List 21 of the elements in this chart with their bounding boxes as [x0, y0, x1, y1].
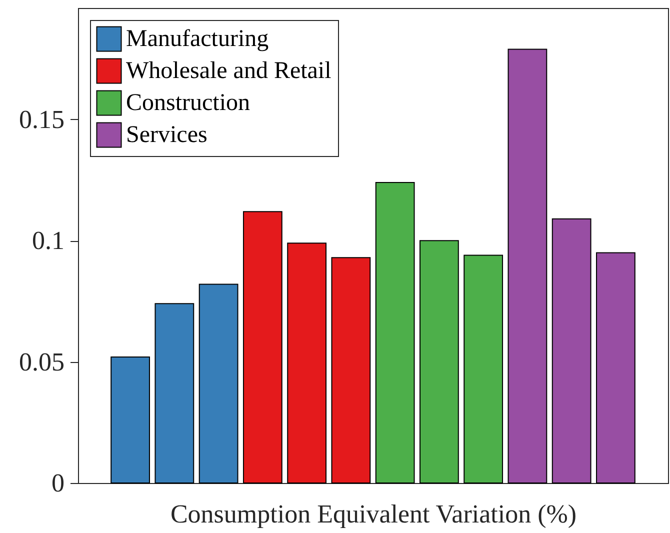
- y-tick-label: 0.15: [19, 104, 64, 134]
- y-tick-label: 0.05: [19, 347, 64, 376]
- bar: [464, 254, 504, 484]
- bar: [331, 257, 371, 484]
- legend-label: Construction: [126, 90, 250, 116]
- bar: [596, 252, 636, 484]
- legend-label: Wholesale and Retail: [126, 58, 332, 84]
- bar: [508, 48, 548, 484]
- y-tick-label: 0: [52, 468, 64, 498]
- bar: [375, 182, 415, 484]
- bar: [198, 284, 238, 484]
- bar: [242, 211, 282, 484]
- bar: [110, 356, 150, 484]
- y-tick-label: 0.1: [32, 226, 64, 256]
- x-axis-title: Consumption Equivalent Variation (%): [170, 500, 577, 528]
- legend-label: Manufacturing: [126, 26, 269, 52]
- bar: [552, 218, 592, 484]
- legend-label: Services: [126, 122, 208, 148]
- bar: [419, 240, 459, 484]
- bar: [154, 303, 194, 484]
- bar: [287, 242, 327, 484]
